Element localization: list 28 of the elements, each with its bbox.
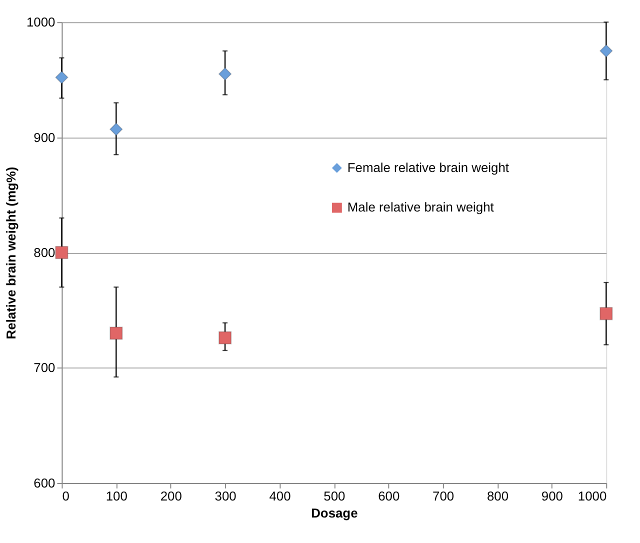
point xyxy=(110,122,123,136)
x-tick-label: 300 xyxy=(214,488,236,504)
x-tick-label: 400 xyxy=(269,488,291,504)
point xyxy=(600,44,613,58)
point xyxy=(55,70,68,84)
legend-label: Male relative brain weight xyxy=(347,200,494,215)
x-tick-label: 900 xyxy=(541,488,563,504)
x-tick-label: 1000 xyxy=(578,488,607,504)
y-tick-label: 800 xyxy=(34,245,56,260)
y-axis-title: Relative brain weight (mg%) xyxy=(4,166,19,340)
x-tick-label: 600 xyxy=(378,488,400,504)
x-tick-label: 0 xyxy=(62,488,70,504)
point xyxy=(218,67,232,81)
x-tick-label: 100 xyxy=(106,488,128,504)
x-axis-title: Dosage xyxy=(311,505,358,520)
point xyxy=(55,246,68,260)
point xyxy=(600,307,613,320)
x-tick-label: 500 xyxy=(324,488,346,504)
x-tick-label: 700 xyxy=(432,488,454,504)
x-tick-label: 200 xyxy=(160,488,182,504)
y-tick-label: 600 xyxy=(34,475,56,490)
legend-label: Female relative brain weight xyxy=(347,160,510,175)
y-tick-label: 900 xyxy=(34,130,56,145)
point xyxy=(218,331,232,344)
x-tick-label: 800 xyxy=(486,488,509,504)
y-tick-label: 1000 xyxy=(26,14,56,30)
point xyxy=(110,326,123,340)
y-tick-label: 700 xyxy=(34,360,56,376)
